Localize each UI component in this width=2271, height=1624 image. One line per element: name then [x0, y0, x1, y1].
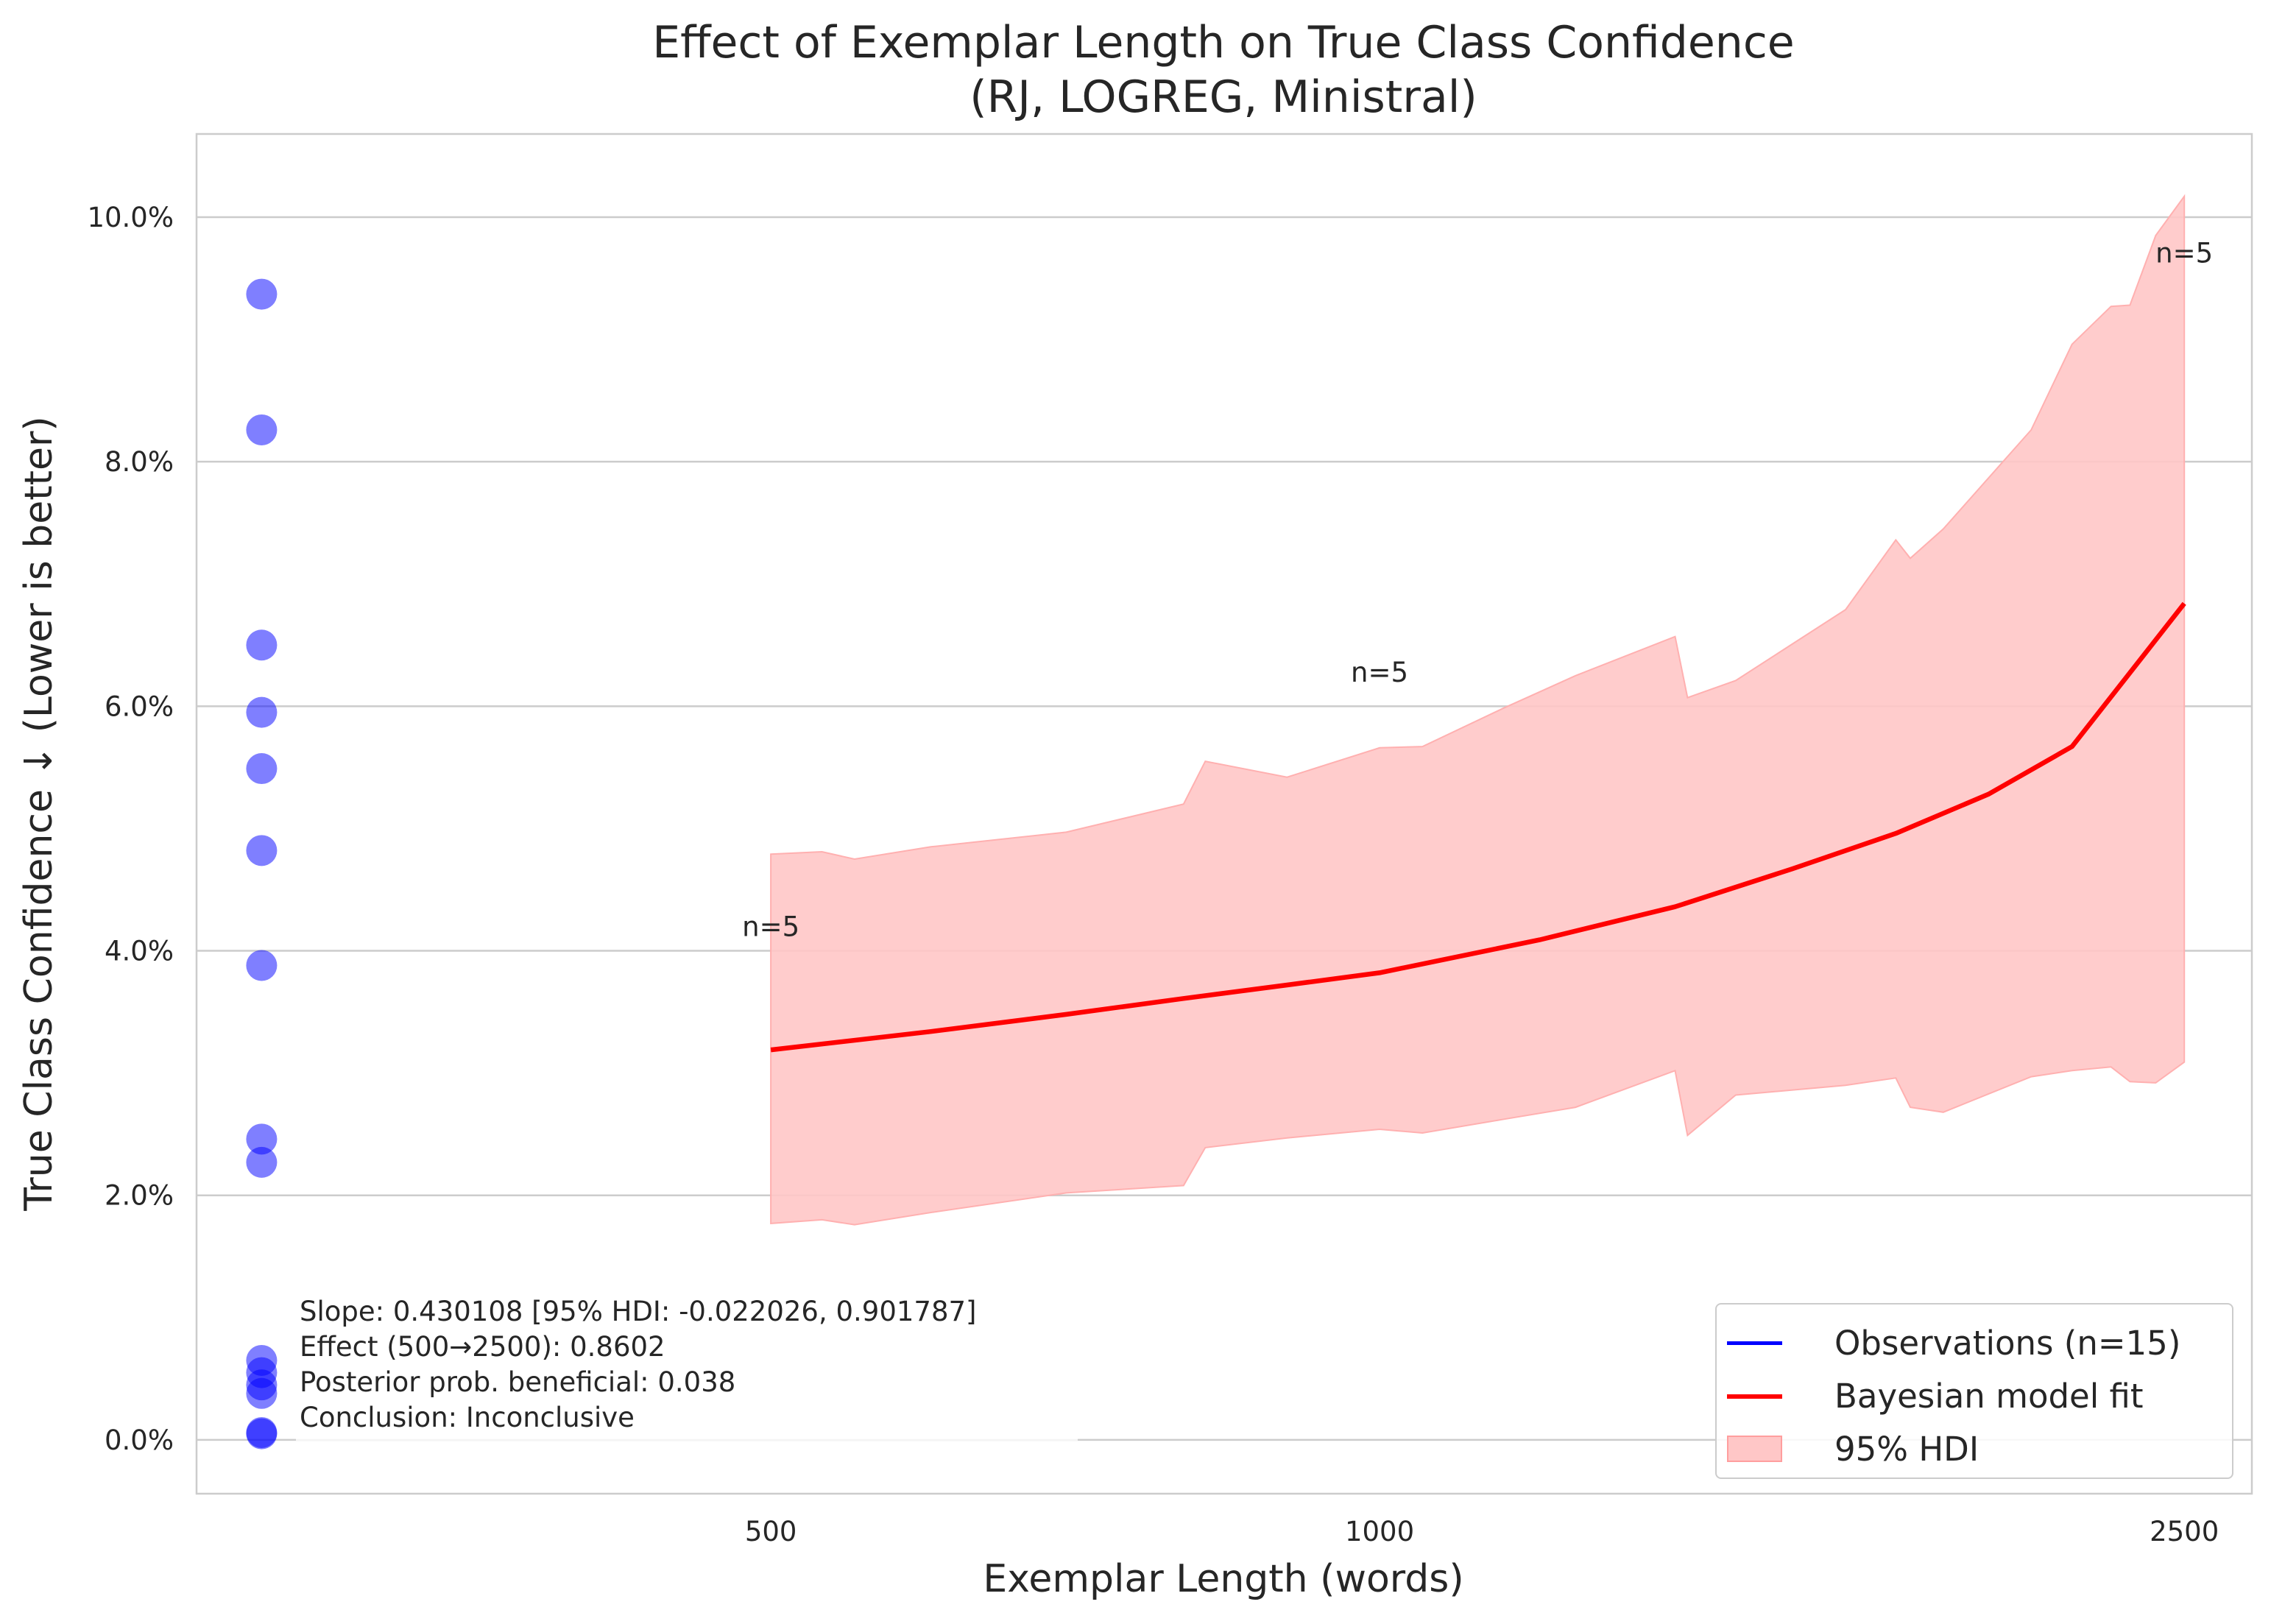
observation-point	[246, 414, 278, 445]
y-tick-label: 2.0%	[105, 1180, 174, 1212]
y-tick-label: 0.0%	[105, 1424, 174, 1456]
legend-swatch-fit	[1727, 1394, 1782, 1399]
y-axis-label: True Class Confidence ↓ (Lower is better…	[17, 416, 61, 1211]
points-layer	[246, 278, 278, 1450]
legend-label-fit: Bayesian model fit	[1834, 1377, 2144, 1416]
legend-label-observations: Observations (n=15)	[1834, 1324, 2181, 1363]
annotation-effect: Effect (500→2500): 0.8602	[300, 1331, 665, 1363]
observation-point	[246, 950, 278, 981]
hdi-layer	[770, 194, 2186, 1226]
stats-annotation-box	[296, 1290, 1078, 1441]
plot-frame	[195, 133, 2253, 1495]
stats-annotation: Slope: 0.430108 [95% HDI: -0.022026, 0.9…	[300, 1294, 976, 1436]
legend-label-hdi: 95% HDI	[1834, 1430, 1979, 1469]
hdi-band	[770, 194, 2186, 1226]
chart-title-line1: Effect of Exemplar Length on True Class …	[652, 17, 1794, 68]
observation-point	[246, 835, 278, 866]
legend-swatch-observations	[1727, 1341, 1782, 1345]
x-tick-label: 1000	[1345, 1516, 1414, 1547]
annotation-slope: Slope: 0.430108 [95% HDI: -0.022026, 0.9…	[300, 1296, 977, 1327]
n-label: n=5	[742, 911, 799, 943]
y-tick-label: 10.0%	[87, 202, 174, 233]
observation-point	[246, 1146, 278, 1178]
observation-point	[246, 629, 278, 661]
legend: Observations (n=15) Bayesian model fit 9…	[1715, 1303, 2233, 1479]
observation-point	[246, 753, 278, 785]
y-tick-label: 4.0%	[105, 936, 174, 967]
chart-title-line2: (RJ, LOGREG, Ministral)	[969, 71, 1477, 123]
n-label: n=5	[2155, 237, 2213, 269]
legend-swatch-hdi	[1727, 1436, 1782, 1462]
observation-point	[246, 1418, 278, 1450]
n-label: n=5	[1351, 657, 1408, 688]
x-tick-label: 2500	[2150, 1516, 2219, 1547]
observation-point	[246, 278, 278, 310]
tick-layer: 0.0% 2.0% 4.0% 6.0% 8.0% 10.0% 500 1000 2500	[87, 202, 2219, 1547]
fit-line	[770, 601, 2186, 1053]
x-axis-label: Exemplar Length (words)	[983, 1557, 1463, 1601]
observation-point	[246, 1377, 278, 1409]
y-tick-label: 8.0%	[105, 446, 174, 478]
annotation-conclusion: Conclusion: Inconclusive	[300, 1402, 635, 1433]
n-label-layer: n=5 n=5 n=5	[742, 237, 2213, 942]
x-tick-label: 500	[745, 1516, 797, 1547]
annotation-posterior: Posterior prob. beneficial: 0.038	[300, 1366, 736, 1398]
fit-layer	[770, 601, 2186, 1053]
observation-point	[246, 696, 278, 728]
y-tick-label: 6.0%	[105, 691, 174, 722]
observation-point	[246, 1123, 278, 1155]
